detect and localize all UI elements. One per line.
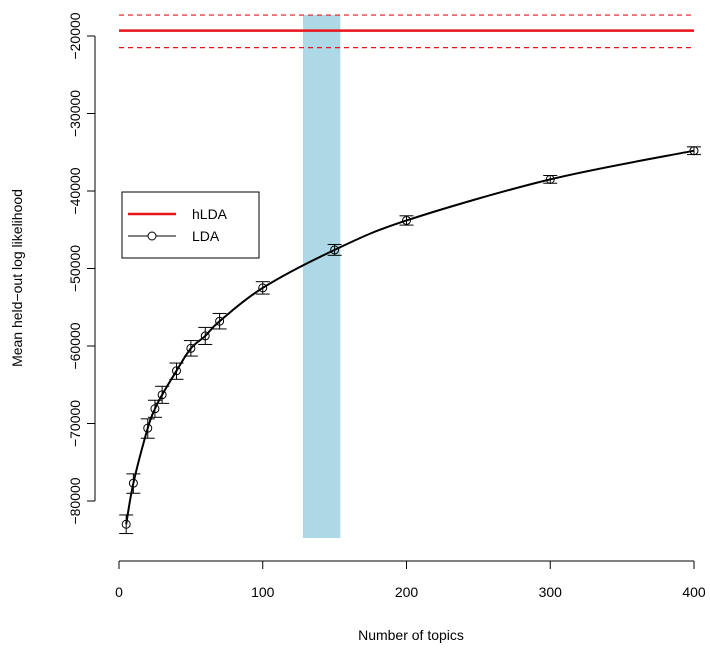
y-tick-label: −70000 [67,400,83,447]
legend-hlda-label: hLDA [192,206,228,222]
legend-box [121,191,260,259]
lda-point [215,316,225,326]
lda-point [186,343,196,353]
lda-point [200,331,210,341]
x-axis: 0 100 200 300 400 [115,560,706,600]
x-tick-label: 300 [539,584,563,600]
y-tick-label: −60000 [67,322,83,369]
x-tick-label: 100 [251,584,275,600]
lda-point [150,404,160,414]
lda-point [258,283,268,293]
x-tick-label: 0 [115,584,123,600]
y-tick-label: −80000 [67,477,83,524]
lda-point [143,423,153,433]
y-tick-label: −20000 [67,12,83,59]
lda-point [402,215,411,225]
lda-layer [119,146,701,535]
lda-point [157,390,167,400]
y-tick-label: −30000 [67,90,83,137]
lda-point [545,174,555,184]
lda-point [330,245,340,255]
lda-point [689,146,699,156]
legend-lda-label: LDA [192,228,220,244]
x-axis-title: Number of topics [358,627,464,643]
x-tick-label: 200 [395,584,419,600]
y-axis: −80000 −70000 −60000 −50000 −40000 −30000 −200… [67,12,96,525]
lda-point [172,366,181,376]
y-axis-title: Mean held−out log likelihood [9,189,25,367]
plot-area [119,14,701,538]
legend: hLDA LDA [121,191,260,259]
legend-lda-marker [147,231,157,241]
x-tick-label: 400 [682,584,706,600]
hlda-layer [119,14,694,49]
highlight-band [303,15,341,538]
lda-point [128,478,138,488]
highlight-band-layer [303,15,341,538]
y-tick-label: −50000 [67,245,83,292]
y-tick-label: −40000 [67,167,83,214]
lda-point [121,519,131,529]
